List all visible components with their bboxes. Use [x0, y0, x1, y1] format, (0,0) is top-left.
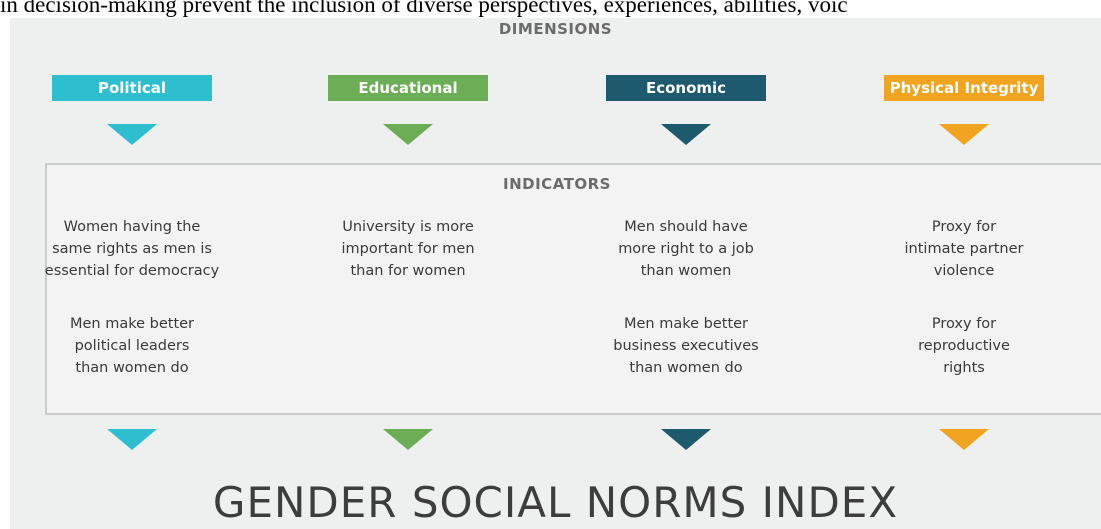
indicator-line: Women having the [63, 219, 201, 235]
indicator: Women having the same rights as men is ess… [12, 216, 252, 282]
indicator: Proxy for reproductive rights [844, 313, 1084, 379]
indicator-line: intimate partner [904, 241, 1024, 257]
indicator: Men make better business executives than w… [566, 313, 806, 379]
indicator-line: Men make better [623, 316, 749, 332]
dimensions-label: DIMENSIONS [498, 20, 613, 38]
dimension-box: Political [52, 75, 212, 101]
arrow [661, 429, 711, 450]
indicator-line: essential for democracy [44, 263, 220, 279]
indicator-line: than women do [75, 360, 189, 376]
indicators-box: INDICATORS [45, 163, 1101, 415]
indicator-line: rights [943, 360, 985, 376]
arrow [939, 124, 989, 145]
infographic: DIMENSIONS INDICATORS GENDER SOCIAL NORM… [10, 18, 1101, 529]
indicator-line: Men make better [69, 316, 195, 332]
indicator-line: Proxy for [931, 316, 997, 332]
dimension-box: Economic [606, 75, 766, 101]
indicator-line: important for men [341, 241, 475, 257]
indicator: Men make better political leaders than wom… [12, 313, 252, 379]
indicator-line: than women do [629, 360, 743, 376]
indicator: Men should have more right to a job than w… [566, 216, 806, 282]
arrow [939, 429, 989, 450]
indicator-line: reproductive [918, 338, 1010, 354]
arrow [107, 429, 157, 450]
arrow [107, 124, 157, 145]
indicator-line: University is more [342, 219, 474, 235]
indicator-line: Proxy for [931, 219, 997, 235]
arrow [383, 429, 433, 450]
dimension-box: Educational [328, 75, 488, 101]
indicator-line: same rights as men is [52, 241, 212, 257]
arrow [383, 124, 433, 145]
indicator-line: violence [933, 263, 995, 279]
arrow [661, 124, 711, 145]
indicator-line: than for women [350, 263, 466, 279]
indicator-line: political leaders [74, 338, 190, 354]
top-text: in decision-making prevent the inclusion… [0, 0, 848, 17]
indicator-line: more right to a job [618, 241, 754, 257]
indicator: University is more important for men than … [288, 216, 528, 282]
dimension-box: Physical Integrity [884, 75, 1044, 101]
indicator-line: than women [640, 263, 732, 279]
indicator-line: business executives [613, 338, 759, 354]
indicator: Proxy for intimate partner violence [844, 216, 1084, 282]
index-title: GENDER SOCIAL NORMS INDEX [212, 478, 899, 527]
indicators-label: INDICATORS [503, 175, 611, 193]
indicator-line: Men should have [624, 219, 748, 235]
